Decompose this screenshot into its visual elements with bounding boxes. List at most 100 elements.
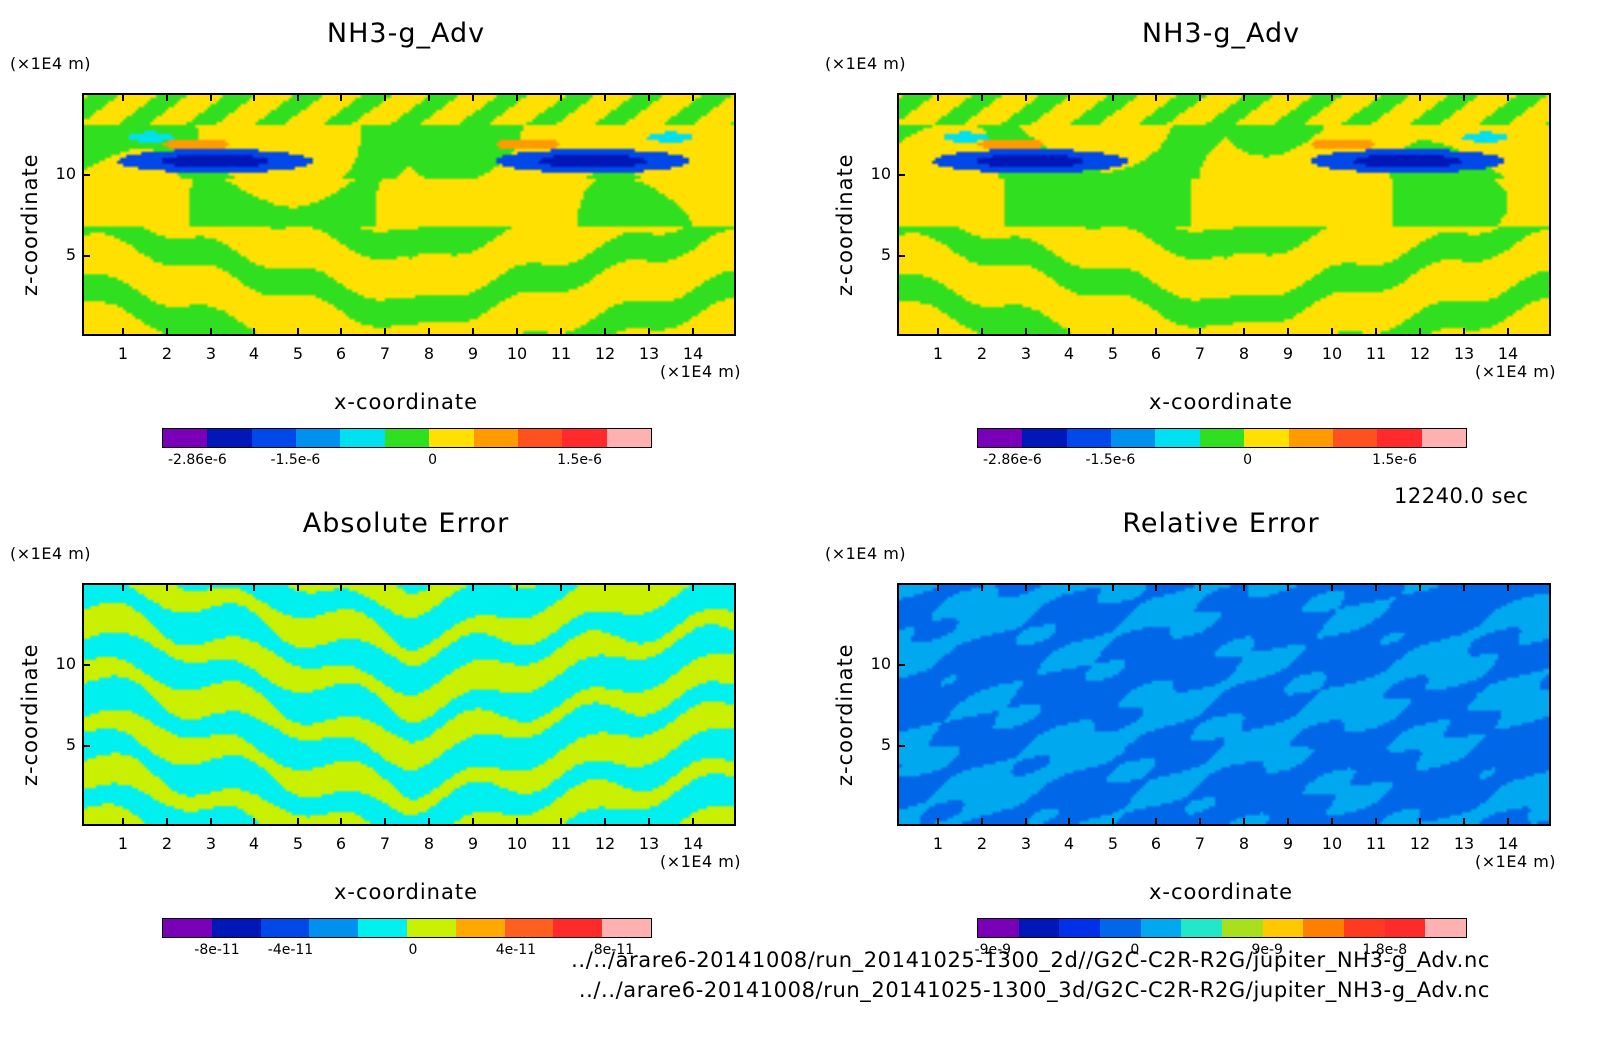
x-tick-mark [1068,328,1070,336]
y-tick-label: 10 [55,654,76,673]
x-tick-mark [428,818,430,826]
colorbar-swatch [296,429,341,447]
x-axis-label: x-coordinate [333,880,478,904]
x-tick-mark [604,818,606,826]
colorbar [977,428,1467,448]
y-tick-label: 10 [870,164,891,183]
colorbar-swatch [553,919,603,937]
colorbar-swatch [606,429,651,447]
y-tick-mark [897,174,905,176]
colorbar-swatch [406,919,456,937]
chart-title: NH3-g_Adv [326,18,486,49]
x-tick-mark [937,328,939,336]
x-tick-label: 10 [506,344,528,363]
x-tick-label: 1 [117,344,129,363]
x-tick-label: 5 [1107,834,1119,853]
colorbar-swatch [455,919,505,937]
x-tick-label: 11 [1365,834,1387,853]
colorbar-swatch [1155,429,1200,447]
x-tick-mark-top [1199,583,1201,591]
y-tick-label: 10 [55,164,76,183]
colorbar-swatch [1066,429,1112,447]
heatmap-plot [897,583,1551,826]
x-tick-mark [297,328,299,336]
colorbar-swatch [340,429,385,447]
x-tick-mark-top [648,583,650,591]
x-tick-label: 14 [1497,344,1519,363]
x-tick-mark [1507,328,1509,336]
colorbar-swatch [473,429,518,447]
x-tick-mark [692,818,694,826]
colorbar [162,428,652,448]
y-tick-label: 10 [870,654,891,673]
x-tick-label: 1 [932,344,944,363]
x-tick-label: 4 [1063,834,1075,853]
x-tick-mark-top [516,93,518,101]
x-tick-mark [122,328,124,336]
x-tick-mark [340,328,342,336]
x-tick-label: 6 [1150,834,1162,853]
x-tick-label: 3 [205,344,217,363]
colorbar-label: 0 [428,452,438,468]
x-tick-mark [1375,328,1377,336]
x-tick-mark [1287,818,1289,826]
colorbar-swatch [1140,919,1182,937]
heatmap-plot [82,93,736,336]
colorbar-swatch [163,919,212,937]
x-tick-mark [472,818,474,826]
x-tick-mark-top [210,583,212,591]
x-tick-mark [1243,818,1245,826]
y-axis-label: z-coordinate [18,643,42,786]
x-tick-mark [1463,328,1465,336]
x-unit-label: (×1E4 m) [1475,362,1557,381]
x-tick-label: 10 [1321,344,1343,363]
y-tick-mark [897,664,905,666]
x-tick-mark-top [1155,583,1157,591]
x-tick-label: 10 [1321,834,1343,853]
x-tick-label: 5 [292,344,304,363]
x-tick-mark [1112,328,1114,336]
x-tick-mark-top [1331,583,1333,591]
x-tick-mark-top [1507,583,1509,591]
x-tick-label: 7 [379,834,391,853]
chart-title: Relative Error [1122,508,1320,539]
x-tick-mark-top [122,93,124,101]
x-tick-label: 1 [117,834,129,853]
chart-title: Absolute Error [302,508,510,539]
x-tick-label: 4 [248,834,260,853]
colorbar-swatch [1288,429,1333,447]
y-tick-mark [897,255,905,257]
colorbar-label: -8e-11 [194,942,240,958]
x-tick-mark [1155,818,1157,826]
x-tick-label: 4 [248,344,260,363]
x-tick-label: 11 [550,834,572,853]
x-tick-mark [253,818,255,826]
x-tick-label: 3 [205,834,217,853]
y-tick-mark [82,174,90,176]
colorbar [162,918,652,938]
y-unit-label: (×1E4 m) [10,54,92,73]
y-tick-label: 5 [65,245,76,264]
x-tick-mark [1507,818,1509,826]
colorbar-swatch [1262,919,1304,937]
colorbar-swatch [1421,429,1466,447]
colorbar-label: -1.5e-6 [270,452,321,468]
x-tick-mark [210,328,212,336]
x-tick-mark-top [297,93,299,101]
x-tick-mark-top [1331,93,1333,101]
x-tick-mark-top [648,93,650,101]
x-axis-label: x-coordinate [1148,880,1293,904]
x-tick-mark [937,818,939,826]
x-tick-mark-top [1025,93,1027,101]
colorbar-label: 0 [1130,942,1140,958]
x-tick-mark-top [1199,93,1201,101]
colorbar-swatch [1384,919,1426,937]
colorbar-swatch [517,429,563,447]
x-tick-mark [648,328,650,336]
x-tick-mark-top [1463,583,1465,591]
x-tick-label: 5 [1107,344,1119,363]
heatmap-plot [897,93,1551,336]
x-tick-mark [981,818,983,826]
x-tick-label: 9 [467,834,479,853]
x-tick-label: 14 [682,834,704,853]
